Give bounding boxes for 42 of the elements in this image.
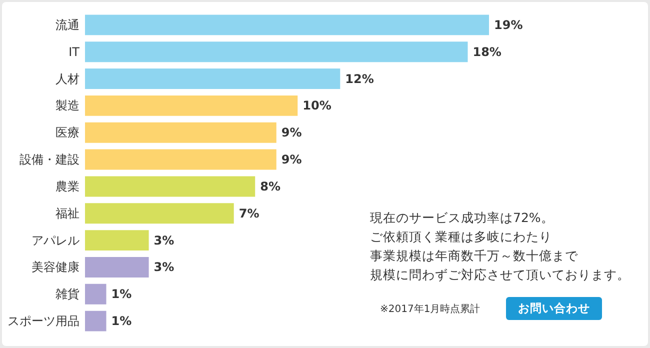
data-label: 10% [302,98,332,113]
data-label: 12% [345,72,374,86]
y-tick-label: 雑貨 [56,287,80,302]
data-label: 8% [260,179,280,194]
data-label: 1% [111,287,132,302]
bar [85,257,149,278]
data-label: 19% [494,18,523,32]
bar [85,95,298,116]
y-tick-label: 人材 [56,72,80,86]
annotation: 事業規模は年商数千万～数十億まで [370,247,579,265]
bar [85,203,234,224]
y-tick-label: スポーツ用品 [8,314,80,328]
y-tick-label: アパレル [32,233,80,248]
bar [85,230,149,251]
bar [85,284,106,304]
bar [85,122,276,143]
y-tick-label: 福祉 [56,206,80,220]
bar [85,68,340,89]
y-tick-label: 製造 [56,98,80,113]
bar [85,149,276,170]
data-label: 9% [281,152,302,167]
bar [85,310,106,332]
y-tick-label: 流通 [56,18,80,32]
data-label: 3% [154,260,174,274]
data-label: 3% [154,233,174,248]
y-tick-label: 美容健康 [32,260,80,274]
annotation: ご依頼頂く業種は多岐にわたり [370,228,553,246]
annotation: ※2017年1月時点累計 [380,302,480,316]
annotation: 現在のサービス成功率は72%。 [370,209,555,227]
y-tick-label: 農業 [56,179,80,194]
y-tick-label: IT [68,44,80,59]
data-label: 18% [472,44,502,59]
data-label: 1% [111,314,132,328]
contact-button: お問い合わせ [506,297,602,320]
data-label: 7% [238,206,260,220]
bar [85,176,256,197]
annotation: 規模に問わずご対応させて頂いております。 [370,266,630,284]
y-tick-label: 医療 [56,126,80,140]
data-label: 9% [281,126,302,140]
bar [85,14,489,36]
bar [85,42,468,62]
y-tick-label: 設備・建設 [20,152,80,167]
